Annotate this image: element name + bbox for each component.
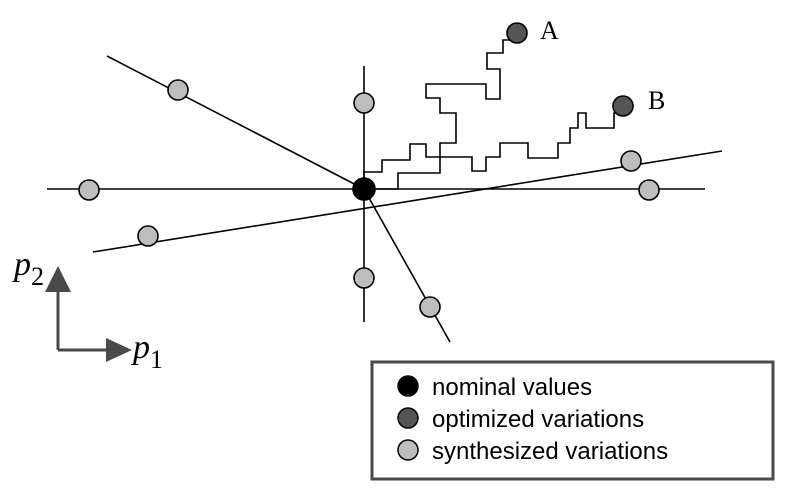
optimization-path-b	[364, 107, 623, 190]
diagonal-line-upper-left	[106, 55, 365, 190]
p2-arrow-head	[45, 266, 71, 292]
optimized-points	[506, 22, 634, 117]
optimized-point-a	[506, 22, 528, 44]
legend-label-optimized: optimized variations	[432, 406, 644, 433]
synthesized-point	[419, 296, 441, 318]
p2-subscript: 2	[31, 262, 44, 291]
sloped-line	[92, 150, 723, 253]
diagonal-line-lower-right	[363, 188, 451, 343]
point-label-a: A	[540, 16, 559, 45]
optimization-path-a	[363, 33, 518, 189]
nominal-point	[352, 177, 376, 201]
synthesized-point	[167, 79, 189, 101]
synthesized-point	[638, 179, 660, 201]
p1-axis-label: p1	[131, 329, 163, 374]
synthesized-points	[78, 79, 660, 318]
legend: nominal values optimized variations synt…	[370, 360, 775, 481]
legend-swatch-nominal	[397, 375, 419, 397]
p1-arrow-head	[106, 338, 132, 362]
optimized-point-b	[612, 95, 634, 117]
synthesized-point	[78, 179, 100, 201]
synthesized-point	[137, 225, 159, 247]
synthesized-point	[353, 267, 375, 289]
p2-axis-label: p2	[12, 246, 44, 291]
legend-swatch-synthesized	[397, 439, 419, 461]
legend-label-synthesized: synthesized variations	[432, 438, 668, 465]
legend-swatch-optimized	[397, 407, 419, 429]
point-label-b: B	[648, 86, 665, 115]
p1-subscript: 1	[150, 345, 163, 374]
axes-indicator: p2 p1	[12, 246, 163, 374]
legend-box	[370, 360, 775, 481]
synthesized-point	[353, 92, 375, 114]
legend-label-nominal: nominal values	[432, 374, 592, 401]
synthesized-point	[620, 150, 642, 172]
